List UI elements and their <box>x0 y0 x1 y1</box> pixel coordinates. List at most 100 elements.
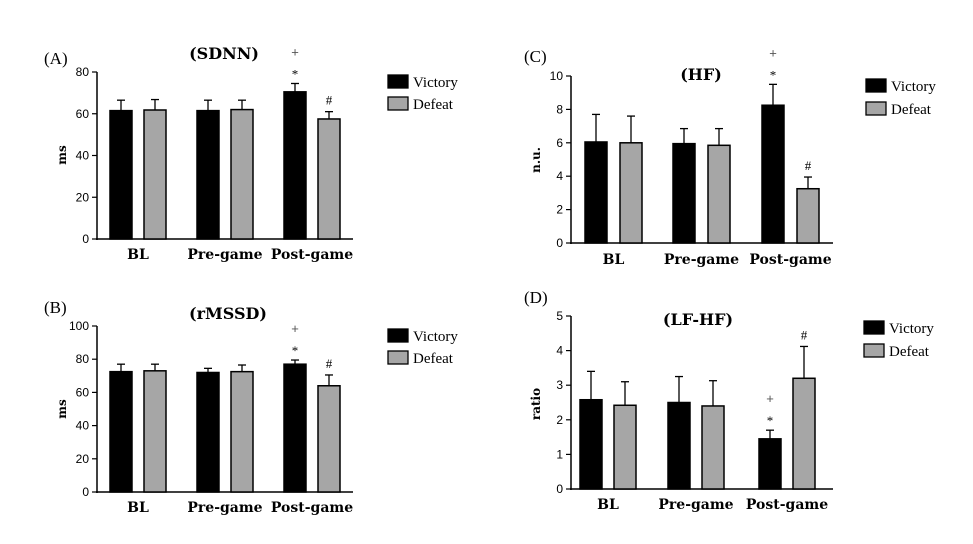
panel-d-category-label: Post-game <box>746 497 828 513</box>
panel-d-bar-defeat-post-game <box>792 377 816 490</box>
panel-a-asterisk-mark: * <box>292 66 299 81</box>
panel-c-letter: (C) <box>524 47 547 66</box>
panel-d-y-tick-label: 1 <box>556 447 563 461</box>
panel-a-category-label: Post-game <box>271 247 353 263</box>
panel-c-category-label: Post-game <box>749 252 831 268</box>
panel-d-hash-mark: # <box>801 327 808 342</box>
panel-a-legend-label-defeat: Defeat <box>413 97 454 113</box>
panel-b-bar-defeat-post-game <box>317 385 341 493</box>
panel-b-bar-victory-bl <box>109 370 133 493</box>
panel-a-bar-defeat-bl <box>143 109 167 240</box>
panel-b-bar-defeat-pre-game <box>230 370 254 493</box>
panel-a-bar-victory-bl <box>109 109 133 240</box>
panel-a-bar-victory-post-game <box>283 91 307 240</box>
panel-b-y-tick-label: 20 <box>76 452 90 466</box>
panel-c-y-tick-label: 10 <box>550 69 564 83</box>
panel-b-y-axis-label: ms <box>55 399 69 419</box>
panel-b-legend-label-victory: Victory <box>413 329 458 345</box>
panel-d-y-tick-label: 4 <box>556 344 563 358</box>
panel-d-y-tick-label: 3 <box>556 378 563 392</box>
panel-c-bar-defeat-post-game <box>796 187 820 244</box>
panel-a-legend-swatch-victory <box>387 74 409 89</box>
panel-a-legend-swatch-defeat <box>387 96 409 111</box>
panel-d-y-tick-label: 0 <box>556 482 563 496</box>
panel-c-y-tick-label: 8 <box>556 102 563 116</box>
panel-d-title: (LF-HF) <box>663 310 733 329</box>
panel-d-asterisk-mark: * <box>767 413 774 428</box>
panel-d-y-tick-label: 2 <box>556 413 563 427</box>
panel-c-bar-defeat-bl <box>619 142 643 244</box>
panel-b-asterisk-mark: * <box>292 343 299 358</box>
panel-d-bar-victory-pre-game <box>667 401 691 490</box>
panel-c-bar-victory-bl <box>584 141 608 244</box>
panel-b-y-tick-label: 0 <box>82 485 89 499</box>
panel-c-plus-mark: + <box>769 45 777 60</box>
panel-a-y-tick-label: 40 <box>76 149 90 163</box>
panel-b-legend-swatch-victory <box>387 328 409 343</box>
panel-b-y-tick-label: 60 <box>76 385 90 399</box>
panel-b-legend-swatch-defeat <box>387 350 409 365</box>
panel-a-hash-mark: # <box>326 93 333 108</box>
panel-d-bar-victory-bl <box>579 398 603 490</box>
panel-c-y-tick-label: 4 <box>556 169 563 183</box>
panel-b-category-label: BL <box>127 500 149 516</box>
panel-c-hash-mark: # <box>805 158 812 173</box>
panel-d-bar-defeat-bl <box>613 404 637 490</box>
panel-c-category-label: Pre-game <box>664 252 739 268</box>
panel-b-bar-defeat-bl <box>143 370 167 493</box>
panel-d-letter: (D) <box>524 288 548 307</box>
panel-b-category-label: Pre-game <box>187 500 262 516</box>
panel-d-legend-swatch-defeat <box>863 343 885 358</box>
panel-b-bar-victory-post-game <box>283 363 307 493</box>
panel-d-y-axis-label: ratio <box>529 388 543 420</box>
panel-c-bar-victory-pre-game <box>672 142 696 244</box>
panel-c-legend-swatch-defeat <box>865 101 887 116</box>
panel-a-bar-defeat-post-game <box>317 118 341 240</box>
panel-c-legend-swatch-victory <box>865 78 887 93</box>
panel-c-bar-defeat-pre-game <box>707 144 731 244</box>
panel-a-title: (SDNN) <box>189 44 259 63</box>
panel-c-title: (HF) <box>680 65 722 84</box>
panel-d-bar-defeat-pre-game <box>701 405 725 490</box>
panel-a-category-label: Pre-game <box>187 247 262 263</box>
panel-c-y-tick-label: 2 <box>556 203 563 217</box>
panel-a-legend-label-victory: Victory <box>413 75 458 91</box>
panel-b-legend-label-defeat: Defeat <box>413 351 454 367</box>
panel-d-bar-victory-post-game <box>758 438 782 490</box>
panel-b-y-tick-label: 100 <box>69 319 89 333</box>
panel-b-category-label: Post-game <box>271 500 353 516</box>
panel-c-y-axis-label: n.u. <box>529 147 543 173</box>
panel-a-y-tick-label: 80 <box>76 65 90 79</box>
panel-a-letter: (A) <box>44 49 68 68</box>
panel-a-bar-defeat-pre-game <box>230 108 254 240</box>
panel-c-category-label: BL <box>603 252 625 268</box>
panel-b-y-tick-label: 40 <box>76 419 90 433</box>
panel-a-bar-victory-pre-game <box>196 109 220 240</box>
panel-d-legend-label-victory: Victory <box>889 321 934 337</box>
panel-c-asterisk-mark: * <box>770 67 777 82</box>
panel-a-y-tick-label: 20 <box>76 190 90 204</box>
panel-a-y-axis-label: ms <box>55 145 69 165</box>
panel-b-letter: (B) <box>44 298 67 317</box>
panel-c-y-tick-label: 0 <box>556 236 563 250</box>
panel-d-category-label: Pre-game <box>658 497 733 513</box>
panel-a-plus-mark: + <box>291 44 299 59</box>
panel-d-category-label: BL <box>597 497 619 513</box>
panel-b-y-tick-label: 80 <box>76 352 90 366</box>
panel-b-plus-mark: + <box>291 321 299 336</box>
panel-b-title: (rMSSD) <box>189 304 267 323</box>
panel-d-legend-label-defeat: Defeat <box>889 344 930 360</box>
panel-c-y-tick-label: 6 <box>556 136 563 150</box>
panel-c-legend-label-defeat: Defeat <box>891 102 932 118</box>
panel-a-category-label: BL <box>127 247 149 263</box>
panel-d-legend-swatch-victory <box>863 320 885 335</box>
panel-b-hash-mark: # <box>326 356 333 371</box>
panel-a-y-tick-label: 0 <box>82 232 89 246</box>
panel-c-bar-victory-post-game <box>761 104 785 244</box>
panel-b-bar-victory-pre-game <box>196 371 220 493</box>
panel-c-legend-label-victory: Victory <box>891 79 936 95</box>
panel-d-y-tick-label: 5 <box>556 309 563 323</box>
panel-d-plus-mark: + <box>766 391 774 406</box>
panel-a-y-tick-label: 60 <box>76 107 90 121</box>
